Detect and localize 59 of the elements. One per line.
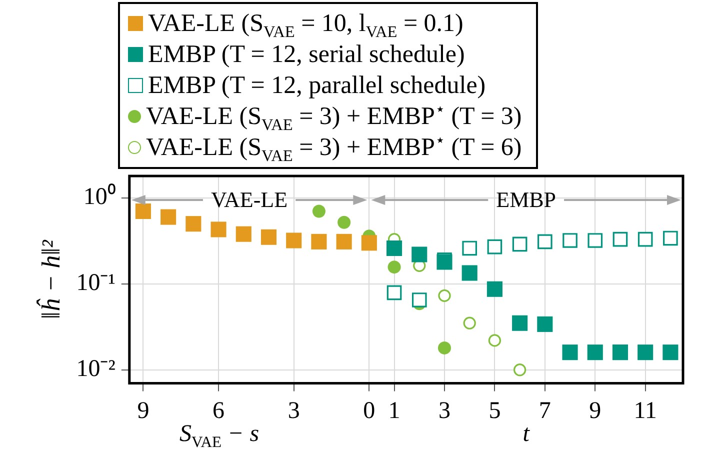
point [186, 216, 202, 232]
point [438, 341, 451, 354]
x-tick-label: 7 [538, 398, 551, 424]
x-tick-label: 0 [363, 398, 376, 424]
x-tick-label: 9 [137, 398, 150, 424]
annotation: EMBP [496, 186, 556, 212]
x-tick-label: 1 [388, 398, 400, 424]
point [512, 315, 528, 331]
legend-label: VAE-LE (S$_{VAE}$ = 3) + EMBP$^{⋆}$ (T = 3) [146, 100, 522, 134]
point [587, 344, 603, 360]
y-axis-title: ‖ĥ − h‖² [36, 238, 66, 320]
x-tick-label: 6 [212, 398, 225, 424]
legend-label: EMBP (T = 12, parallel schedule) [148, 71, 486, 101]
point [488, 334, 502, 347]
point [612, 344, 628, 360]
legend-label: EMBP (T = 12, serial schedule) [148, 40, 465, 70]
point [638, 344, 654, 360]
point [236, 226, 252, 242]
point [338, 216, 351, 229]
point [662, 344, 678, 360]
point [588, 233, 603, 248]
x-tick-label: 11 [634, 398, 657, 424]
legend-label: VAE-LE (S$_{VAE}$ = 3) + EMBP$^{⋆}$ (T = 6) [146, 132, 522, 165]
y-tick-label: 10⁻² [76, 356, 116, 382]
point [562, 344, 578, 360]
x-tick-label: 5 [488, 398, 501, 424]
point [336, 234, 352, 250]
point [463, 316, 476, 330]
x-tick-label: 9 [589, 398, 602, 424]
x-tick-label: 3 [288, 398, 300, 424]
point [486, 281, 502, 297]
point [638, 232, 653, 247]
point [135, 203, 151, 220]
point [260, 229, 277, 245]
point [386, 285, 402, 300]
y-tick-label: 10⁻¹ [76, 270, 116, 296]
point [537, 316, 553, 332]
point [311, 234, 327, 250]
text: t [522, 421, 530, 448]
point [386, 240, 402, 256]
point [436, 254, 452, 270]
point [438, 289, 451, 302]
x-axis-title: S$_{VAE}$ − s [179, 421, 260, 451]
legend-label: VAE-LE (S$_{VAE}$ = 10, l$_{VAE}$ = 0.1) [148, 9, 464, 41]
annotation: VAE-LE [210, 186, 288, 212]
point [388, 260, 401, 274]
point [412, 246, 428, 262]
point [361, 235, 377, 251]
point [312, 204, 326, 218]
point [487, 239, 502, 254]
point [210, 222, 226, 238]
point [412, 292, 427, 308]
y-tick-label: 10⁰ [83, 183, 116, 210]
point [286, 232, 302, 248]
point [462, 265, 478, 281]
point [538, 234, 552, 250]
point [513, 364, 526, 376]
point [160, 209, 176, 225]
x-tick-label: 3 [438, 398, 450, 424]
